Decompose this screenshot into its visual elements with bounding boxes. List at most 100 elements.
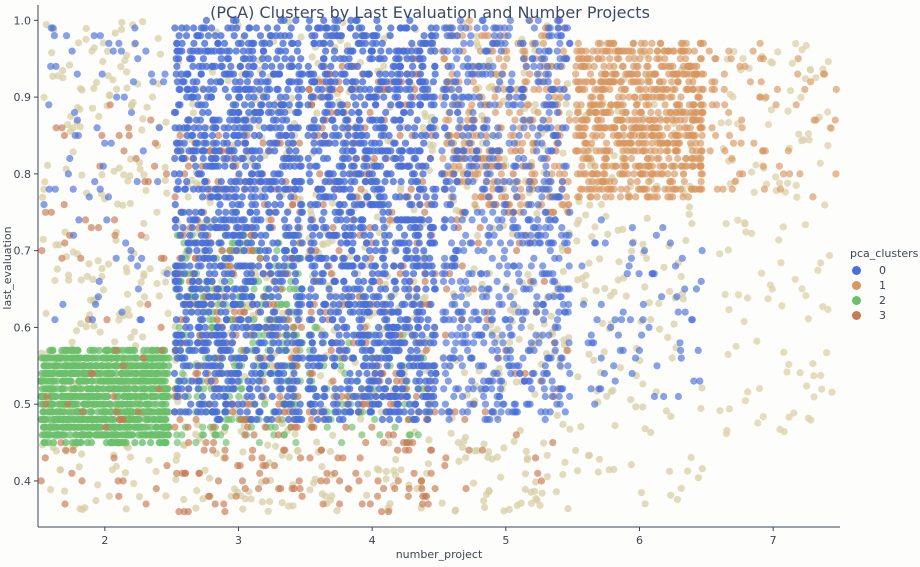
point-cluster-3	[152, 485, 160, 493]
point-cluster-1	[439, 154, 447, 163]
point-cluster-0	[287, 193, 295, 201]
point-background	[363, 491, 371, 499]
point-background	[239, 505, 247, 513]
point-cluster-1	[647, 154, 655, 163]
point-cluster-1	[643, 185, 651, 193]
point-cluster-1	[442, 116, 450, 124]
point-cluster-3	[310, 423, 318, 431]
point-background	[139, 18, 147, 26]
point-cluster-1	[563, 193, 571, 201]
point-cluster-1	[634, 147, 642, 155]
point-cluster-1	[468, 101, 476, 109]
point-background	[574, 373, 582, 381]
point-background	[428, 147, 436, 155]
point-cluster-0	[277, 62, 285, 70]
point-background	[419, 124, 427, 132]
point-cluster-1	[647, 170, 655, 178]
point-background	[77, 320, 85, 328]
point-cluster-1	[636, 108, 644, 117]
point-background	[753, 337, 761, 345]
point-cluster-0	[202, 408, 210, 416]
point-cluster-2	[144, 377, 152, 385]
point-background	[615, 258, 623, 266]
point-cluster-1	[589, 93, 597, 101]
point-background	[99, 286, 108, 294]
point-cluster-1	[594, 39, 602, 48]
point-background	[806, 66, 815, 74]
point-cluster-0	[283, 208, 292, 216]
point-cluster-2	[237, 385, 245, 393]
point-cluster-0	[193, 339, 202, 347]
point-cluster-1	[677, 93, 685, 101]
point-cluster-1	[581, 85, 589, 93]
point-cluster-0	[191, 239, 199, 247]
point-background	[48, 49, 56, 57]
point-cluster-1	[682, 39, 690, 48]
point-cluster-2	[66, 431, 74, 439]
point-background	[506, 338, 514, 346]
point-cluster-0	[211, 369, 219, 378]
point-cluster-1	[591, 162, 599, 170]
point-cluster-3	[405, 446, 413, 454]
point-background	[611, 421, 619, 430]
point-background	[748, 168, 756, 176]
point-cluster-2	[157, 377, 165, 385]
point-cluster-1	[697, 101, 705, 109]
point-cluster-3	[357, 185, 365, 193]
point-cluster-2	[212, 431, 220, 439]
point-cluster-0	[241, 139, 249, 147]
point-background	[109, 76, 117, 84]
point-cluster-2	[143, 423, 151, 431]
point-cluster-1	[690, 47, 699, 55]
point-cluster-1	[575, 55, 583, 63]
point-cluster-3	[209, 446, 217, 454]
point-cluster-1	[675, 124, 684, 132]
point-cluster-1	[575, 124, 584, 132]
point-background	[578, 274, 586, 283]
point-cluster-2	[158, 408, 166, 416]
point-background	[59, 66, 67, 74]
point-background	[180, 495, 188, 504]
point-cluster-2	[49, 408, 57, 416]
point-cluster-0	[273, 24, 281, 32]
point-cluster-1	[628, 70, 636, 78]
point-cluster-1	[721, 101, 729, 109]
point-cluster-0	[203, 216, 211, 224]
point-cluster-3	[394, 446, 402, 454]
point-cluster-1	[729, 139, 738, 147]
point-cluster-3	[261, 423, 269, 431]
point-cluster-1	[653, 55, 661, 63]
point-cluster-3	[540, 277, 549, 285]
point-cluster-2	[83, 400, 91, 408]
point-cluster-3	[418, 500, 427, 508]
point-cluster-0	[223, 139, 231, 147]
point-cluster-1	[497, 193, 506, 201]
point-background	[531, 390, 539, 398]
point-cluster-3	[421, 492, 429, 500]
point-cluster-1	[612, 70, 620, 78]
point-cluster-1	[697, 178, 705, 186]
point-cluster-0	[297, 55, 305, 63]
point-cluster-0	[262, 254, 270, 262]
point-cluster-1	[692, 116, 701, 124]
point-cluster-3	[256, 254, 264, 262]
point-cluster-2	[100, 377, 108, 385]
point-cluster-2	[147, 385, 155, 393]
point-cluster-2	[132, 385, 140, 393]
point-background	[391, 471, 400, 479]
point-cluster-0	[243, 408, 251, 416]
point-cluster-1	[678, 108, 687, 117]
point-cluster-1	[440, 55, 448, 63]
point-cluster-1	[779, 170, 788, 178]
point-background	[425, 436, 433, 444]
point-background	[616, 364, 625, 372]
point-cluster-3	[94, 224, 103, 232]
point-cluster-1	[621, 162, 629, 170]
point-cluster-1	[738, 116, 746, 124]
point-cluster-1	[574, 39, 582, 48]
point-background	[666, 287, 674, 295]
point-background	[293, 447, 302, 455]
point-background	[559, 267, 567, 275]
point-cluster-1	[697, 39, 705, 48]
point-background	[734, 216, 742, 224]
